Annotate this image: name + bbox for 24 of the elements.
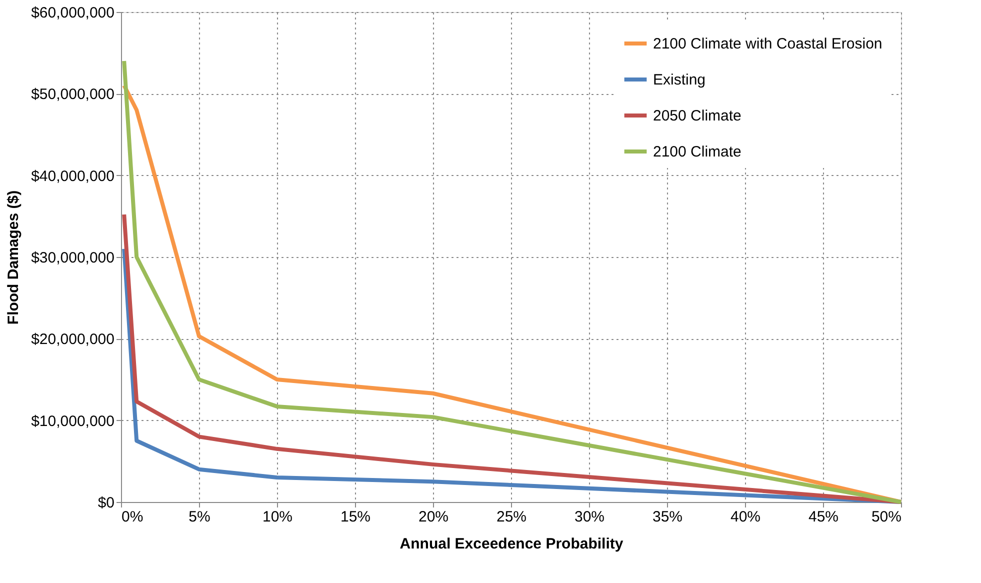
x-tick-label: 45% [808, 508, 839, 526]
y-tick-label: $50,000,000 [31, 86, 114, 104]
x-tick-label: 15% [340, 508, 371, 526]
x-tick-label: 20% [418, 508, 449, 526]
x-tick-label: 0% [122, 508, 144, 526]
legend-label: 2100 Climate [653, 144, 742, 160]
x-tick-label: 30% [574, 508, 605, 526]
y-tick-label: $40,000,000 [31, 168, 114, 185]
y-tick-label: $60,000,000 [31, 4, 114, 22]
legend-label: 2050 Climate [653, 108, 742, 124]
x-axis-title: Annual Exceedence Probability [400, 536, 624, 552]
x-tick-label: 5% [188, 508, 210, 526]
y-tick-label: $10,000,000 [31, 412, 114, 430]
x-tick-label: 25% [496, 508, 527, 526]
y-tick-label: $0 [98, 494, 114, 512]
y-axis-title: Flood Damages ($) [5, 190, 22, 325]
x-tick-label: 50% [871, 508, 902, 526]
legend-label: Existing [653, 72, 706, 88]
x-tick-label: 10% [262, 508, 293, 526]
legend-label: 2100 Climate with Coastal Erosion [653, 36, 882, 52]
y-tick-label: $20,000,000 [31, 331, 114, 348]
y-tick-label: $30,000,000 [31, 250, 114, 266]
x-tick-label: 35% [652, 508, 683, 526]
x-tick-label: 40% [730, 508, 761, 526]
